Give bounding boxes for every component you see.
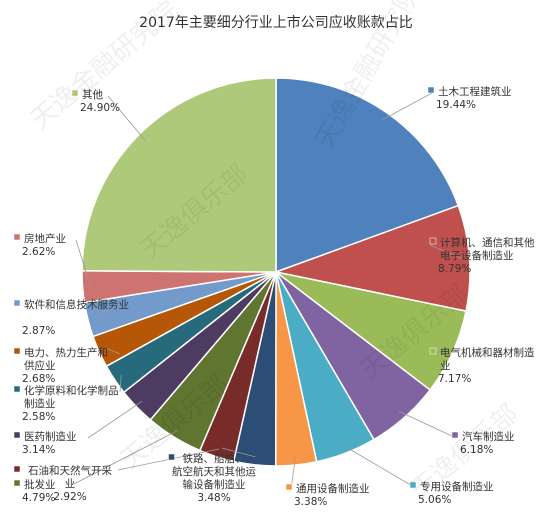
slice-label-text: 土木工程建筑业 [438,85,512,98]
slice-value-label: 2.62% [22,246,55,258]
slice-label-text: 化学原料和化学制品 [24,384,119,397]
label-color-marker [429,347,437,355]
leader-line [221,447,256,458]
slice-label-text: 医药制造业 [24,430,77,443]
label-color-marker [13,385,21,393]
pie-slices [81,77,471,467]
slice-label-text: 石油和天然气开采 [28,464,112,477]
chart-title: 2017年主要细分行业上市公司应收账款占比 [139,14,413,31]
pie-slice [275,77,460,274]
slice-label-text: 批发业 [24,478,56,491]
slice-label-text: 软件和信息技术服务业 [24,298,129,311]
leader-line [106,347,121,355]
slice-label-group: 软件和信息技术服务业 2.87% [13,298,129,337]
slice-value-label: 7.17% [438,373,471,385]
slice-value-label: 19.44% [436,99,476,111]
leader-line [290,456,296,490]
label-color-marker [409,481,417,489]
slice-label-text: 其他 [82,88,103,101]
slice-value-label: 5.06% [418,494,451,506]
slice-value-label: 3.38% [294,496,327,508]
label-color-marker [451,431,459,439]
slice-value-label: 8.79% [438,263,471,275]
slice-value-label: 3.48% [197,492,230,504]
slice-value-label: 24.90% [80,102,120,114]
leader-line [75,239,91,287]
label-color-marker [13,465,21,473]
label-color-marker [13,479,21,487]
leader-line [95,305,119,319]
pie-slice [273,204,471,312]
slice-label-text: 计算机、通信和其他 [440,236,535,249]
slice-label-text: 专用设备制造业 [420,480,494,493]
leader-line [87,400,143,439]
leader-line [119,375,122,393]
leader-line [343,445,415,488]
slice-label-text: 业 [65,478,76,490]
slice-label-text: 电子设备制造业 [440,249,514,262]
slice-value-label: 2.87% [22,325,55,337]
slice-label-text: 房地产业 [24,232,66,245]
label-color-marker [13,431,21,439]
slice-label-text: 汽车制造业 [462,430,515,443]
slice-value-label: 6.18% [460,444,493,456]
slice-value-label: 2.68% [22,373,55,385]
slice-value-label: 4.79% [22,492,55,504]
slice-label-text: 铁路、船舶、 [183,452,246,465]
slice-value-label: 2.58% [22,411,55,423]
slice-label-text: 输设备制造业 [183,478,246,491]
leader-line [73,429,179,485]
pie-slice [81,77,277,273]
label-color-marker [429,237,437,245]
slice-label-text: 通用设备制造业 [296,482,370,495]
slice-label-text: 供应业 [24,359,56,372]
slice-label-text: 业 [440,360,451,372]
leader-line [107,95,146,141]
label-color-marker [427,86,435,94]
slice-value-label: 3.14% [22,444,55,456]
label-color-marker [13,347,21,355]
slice-label-text: 制造业 [24,397,56,410]
slice-label-text: 航空航天和其他运 [172,465,256,478]
leader-line [398,411,457,439]
label-color-marker [13,299,21,307]
slice-value-label: 2.92% [53,491,86,503]
label-color-marker [13,233,21,241]
label-color-marker [71,89,79,97]
label-color-marker [168,453,175,461]
leader-line [382,92,433,120]
leader-lines [73,92,462,490]
label-color-marker [285,483,293,491]
leader-line [429,244,462,259]
slice-label-text: 电力、热力生产和 [24,346,108,359]
slice-label-text: 电气机械和器材制造 [440,346,535,359]
